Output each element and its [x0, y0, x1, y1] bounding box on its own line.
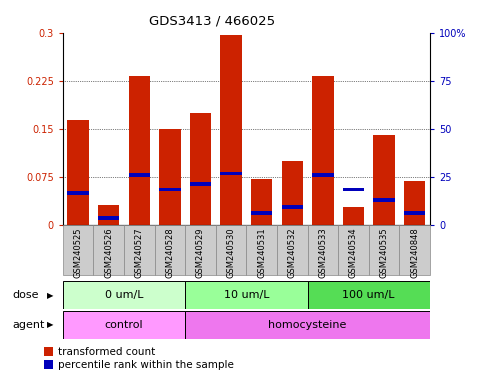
- Bar: [98, 216, 119, 220]
- Bar: [93, 225, 124, 275]
- Text: agent: agent: [12, 320, 44, 330]
- Text: GDS3413 / 466025: GDS3413 / 466025: [149, 15, 276, 28]
- Bar: [190, 113, 211, 225]
- Bar: [404, 211, 425, 215]
- Bar: [190, 182, 211, 186]
- Text: GSM240532: GSM240532: [288, 227, 297, 278]
- Text: control: control: [105, 320, 143, 330]
- Legend: transformed count, percentile rank within the sample: transformed count, percentile rank withi…: [44, 347, 234, 370]
- Bar: [277, 225, 308, 275]
- Text: ▶: ▶: [47, 320, 54, 329]
- Bar: [246, 225, 277, 275]
- Bar: [312, 76, 333, 225]
- Text: GSM240848: GSM240848: [410, 227, 419, 278]
- Text: 10 um/L: 10 um/L: [224, 290, 269, 300]
- Text: GSM240527: GSM240527: [135, 227, 144, 278]
- Bar: [159, 187, 181, 191]
- Bar: [128, 174, 150, 177]
- Text: GSM240533: GSM240533: [318, 227, 327, 278]
- Bar: [338, 225, 369, 275]
- Bar: [220, 172, 242, 175]
- Bar: [343, 187, 364, 191]
- Bar: [216, 225, 246, 275]
- Bar: [282, 205, 303, 209]
- Bar: [282, 161, 303, 225]
- Bar: [68, 191, 89, 195]
- Bar: [63, 281, 185, 309]
- Text: homocysteine: homocysteine: [269, 320, 347, 330]
- Bar: [185, 281, 308, 309]
- Bar: [343, 207, 364, 225]
- Bar: [128, 76, 150, 225]
- Bar: [399, 225, 430, 275]
- Text: GSM240526: GSM240526: [104, 227, 113, 278]
- Text: GSM240528: GSM240528: [165, 227, 174, 278]
- Bar: [251, 179, 272, 225]
- Bar: [404, 181, 425, 225]
- Text: dose: dose: [12, 290, 39, 300]
- Bar: [68, 120, 89, 225]
- Bar: [369, 225, 399, 275]
- Bar: [312, 174, 333, 177]
- Bar: [124, 225, 155, 275]
- Bar: [373, 199, 395, 202]
- Bar: [185, 311, 430, 339]
- Text: 100 um/L: 100 um/L: [342, 290, 395, 300]
- Text: GSM240531: GSM240531: [257, 227, 266, 278]
- Bar: [63, 311, 185, 339]
- Bar: [155, 225, 185, 275]
- Text: GSM240525: GSM240525: [73, 227, 83, 278]
- Bar: [308, 225, 338, 275]
- Bar: [185, 225, 216, 275]
- Text: GSM240529: GSM240529: [196, 227, 205, 278]
- Bar: [98, 205, 119, 225]
- Text: GSM240535: GSM240535: [380, 227, 388, 278]
- Text: GSM240530: GSM240530: [227, 227, 236, 278]
- Bar: [159, 129, 181, 225]
- Bar: [63, 225, 93, 275]
- Text: GSM240534: GSM240534: [349, 227, 358, 278]
- Text: 0 um/L: 0 um/L: [105, 290, 143, 300]
- Bar: [251, 211, 272, 215]
- Bar: [220, 35, 242, 225]
- Bar: [373, 135, 395, 225]
- Bar: [308, 281, 430, 309]
- Text: ▶: ▶: [47, 291, 54, 300]
